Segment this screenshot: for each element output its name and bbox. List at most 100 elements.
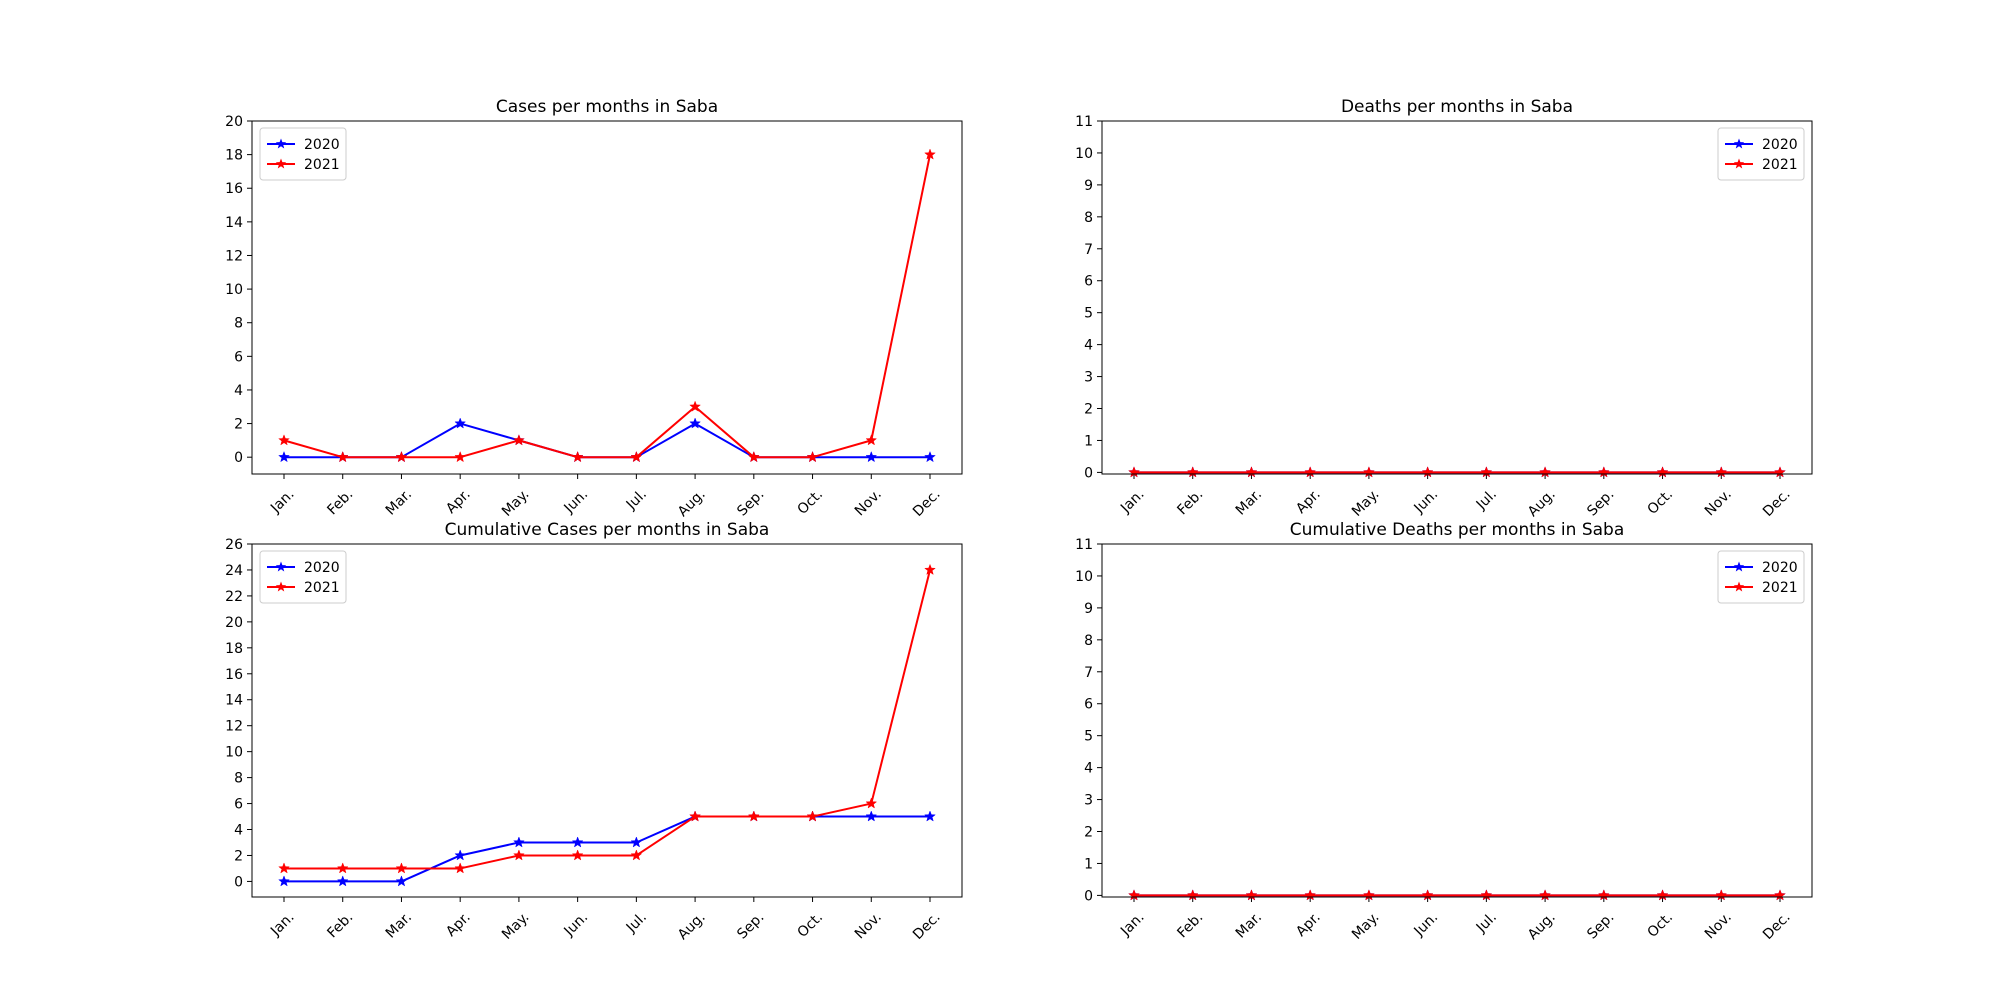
- series-line: [284, 569, 931, 870]
- x-tick-label: Sep.: [1584, 486, 1617, 519]
- legend-marker: [1733, 158, 1745, 169]
- legend: 2020 2021: [259, 127, 347, 181]
- y-tick-label: 20: [225, 615, 243, 631]
- chart-title: Deaths per months in Saba: [1341, 97, 1573, 117]
- legend-marker: [1733, 138, 1745, 149]
- x-tick-label: Oct.: [795, 909, 827, 941]
- x-tick-label: May.: [499, 909, 533, 943]
- data-point: [865, 810, 878, 822]
- x-tick-label: Aug.: [675, 909, 709, 943]
- x-tick-label: Oct.: [1645, 486, 1677, 518]
- data-point: [1363, 466, 1375, 478]
- chart-panel-4: Cumulative Deaths per months in Saba 0 1 2 3…: [1075, 520, 1813, 943]
- y-tick-label: 8: [234, 316, 243, 332]
- y-tick-label: 18: [225, 641, 243, 657]
- x-tick-label: May.: [499, 486, 533, 520]
- data-point: [1774, 889, 1786, 901]
- chart-panel-2: Deaths per months in Saba 0 1 2 3 4 5 6 7 8 9 10 11 J…: [1075, 97, 1813, 520]
- data-point: [924, 450, 936, 463]
- x-tick-label: Mar.: [1233, 486, 1265, 518]
- series-2020: [278, 417, 936, 463]
- series-2021: [1128, 889, 1786, 901]
- legend-marker: [1733, 581, 1745, 592]
- y-tick-label: 0: [234, 874, 243, 890]
- y-tick-label: 5: [1084, 306, 1093, 322]
- data-point: [747, 810, 760, 822]
- legend-marker: [275, 581, 287, 592]
- x-tick-label: Feb.: [1174, 909, 1206, 941]
- data-point: [513, 836, 525, 848]
- data-point: [630, 836, 643, 848]
- data-point: [1363, 889, 1375, 901]
- x-tick-label: Dec.: [910, 909, 944, 943]
- data-point: [1715, 889, 1728, 901]
- data-point: [395, 450, 408, 463]
- legend-marker: [275, 138, 287, 149]
- x-tick-label: Aug.: [1525, 486, 1559, 520]
- y-tick-label: 11: [1075, 114, 1093, 130]
- data-point: [278, 434, 290, 446]
- data-point: [1597, 889, 1610, 901]
- y-tick-label: 6: [234, 797, 243, 813]
- legend-label: 2021: [1762, 157, 1798, 173]
- y-tick-label: 2: [234, 417, 243, 433]
- data-point: [1597, 466, 1610, 478]
- data-point: [1128, 466, 1140, 478]
- data-point: [689, 400, 701, 412]
- data-point: [1715, 466, 1728, 478]
- x-tick-label: Sep.: [734, 486, 767, 519]
- data-point: [336, 450, 349, 463]
- data-point: [571, 836, 584, 848]
- data-point: [1186, 466, 1199, 478]
- x-tick-label: Mar.: [1233, 909, 1265, 941]
- legend-label: 2021: [304, 157, 340, 173]
- plot-frame: [251, 543, 963, 898]
- y-tick-label: 1: [1084, 856, 1093, 872]
- y-tick-label: 24: [225, 563, 243, 579]
- data-point: [454, 417, 467, 429]
- data-point: [336, 875, 349, 887]
- y-tick-label: 2: [1084, 402, 1093, 418]
- data-point: [395, 862, 408, 874]
- data-point: [689, 810, 701, 822]
- data-point: [1128, 889, 1140, 901]
- data-point: [1304, 466, 1317, 478]
- y-tick-label: 9: [1084, 601, 1093, 617]
- series-2020: [278, 810, 936, 887]
- y-tick-label: 18: [225, 148, 243, 164]
- x-tick-label: Jul.: [623, 486, 650, 513]
- legend-marker: [275, 158, 287, 169]
- legend-label: 2021: [304, 580, 340, 596]
- data-point: [630, 450, 643, 463]
- legend-label: 2020: [304, 137, 340, 153]
- y-tick-label: 2: [1084, 825, 1093, 841]
- y-tick-label: 26: [225, 537, 243, 553]
- legend: 2020 2021: [1717, 550, 1805, 604]
- data-point: [1480, 889, 1493, 901]
- y-tick-label: 9: [1084, 178, 1093, 194]
- series-line: [283, 154, 931, 459]
- legend-marker: [1733, 561, 1745, 572]
- plot-frame: [251, 120, 963, 475]
- data-point: [571, 849, 584, 861]
- data-point: [1186, 889, 1199, 901]
- x-tick-label: Dec.: [1760, 486, 1794, 520]
- y-tick-label: 2: [234, 848, 243, 864]
- data-point: [747, 450, 760, 463]
- y-tick-label: 0: [234, 450, 243, 466]
- data-point: [278, 862, 290, 874]
- y-tick-label: 8: [1084, 210, 1093, 226]
- data-point: [1245, 466, 1258, 478]
- y-tick-label: 10: [225, 282, 243, 298]
- y-tick-label: 4: [1084, 761, 1093, 777]
- y-tick-label: 4: [234, 383, 243, 399]
- y-tick-label: 10: [1075, 146, 1093, 162]
- y-tick-label: 16: [225, 181, 243, 197]
- data-point: [630, 849, 643, 861]
- x-tick-label: Apr.: [1293, 486, 1324, 517]
- y-tick-label: 16: [225, 667, 243, 683]
- legend-label: 2020: [1762, 560, 1798, 576]
- y-tick-label: 12: [225, 248, 243, 264]
- data-point: [689, 417, 701, 429]
